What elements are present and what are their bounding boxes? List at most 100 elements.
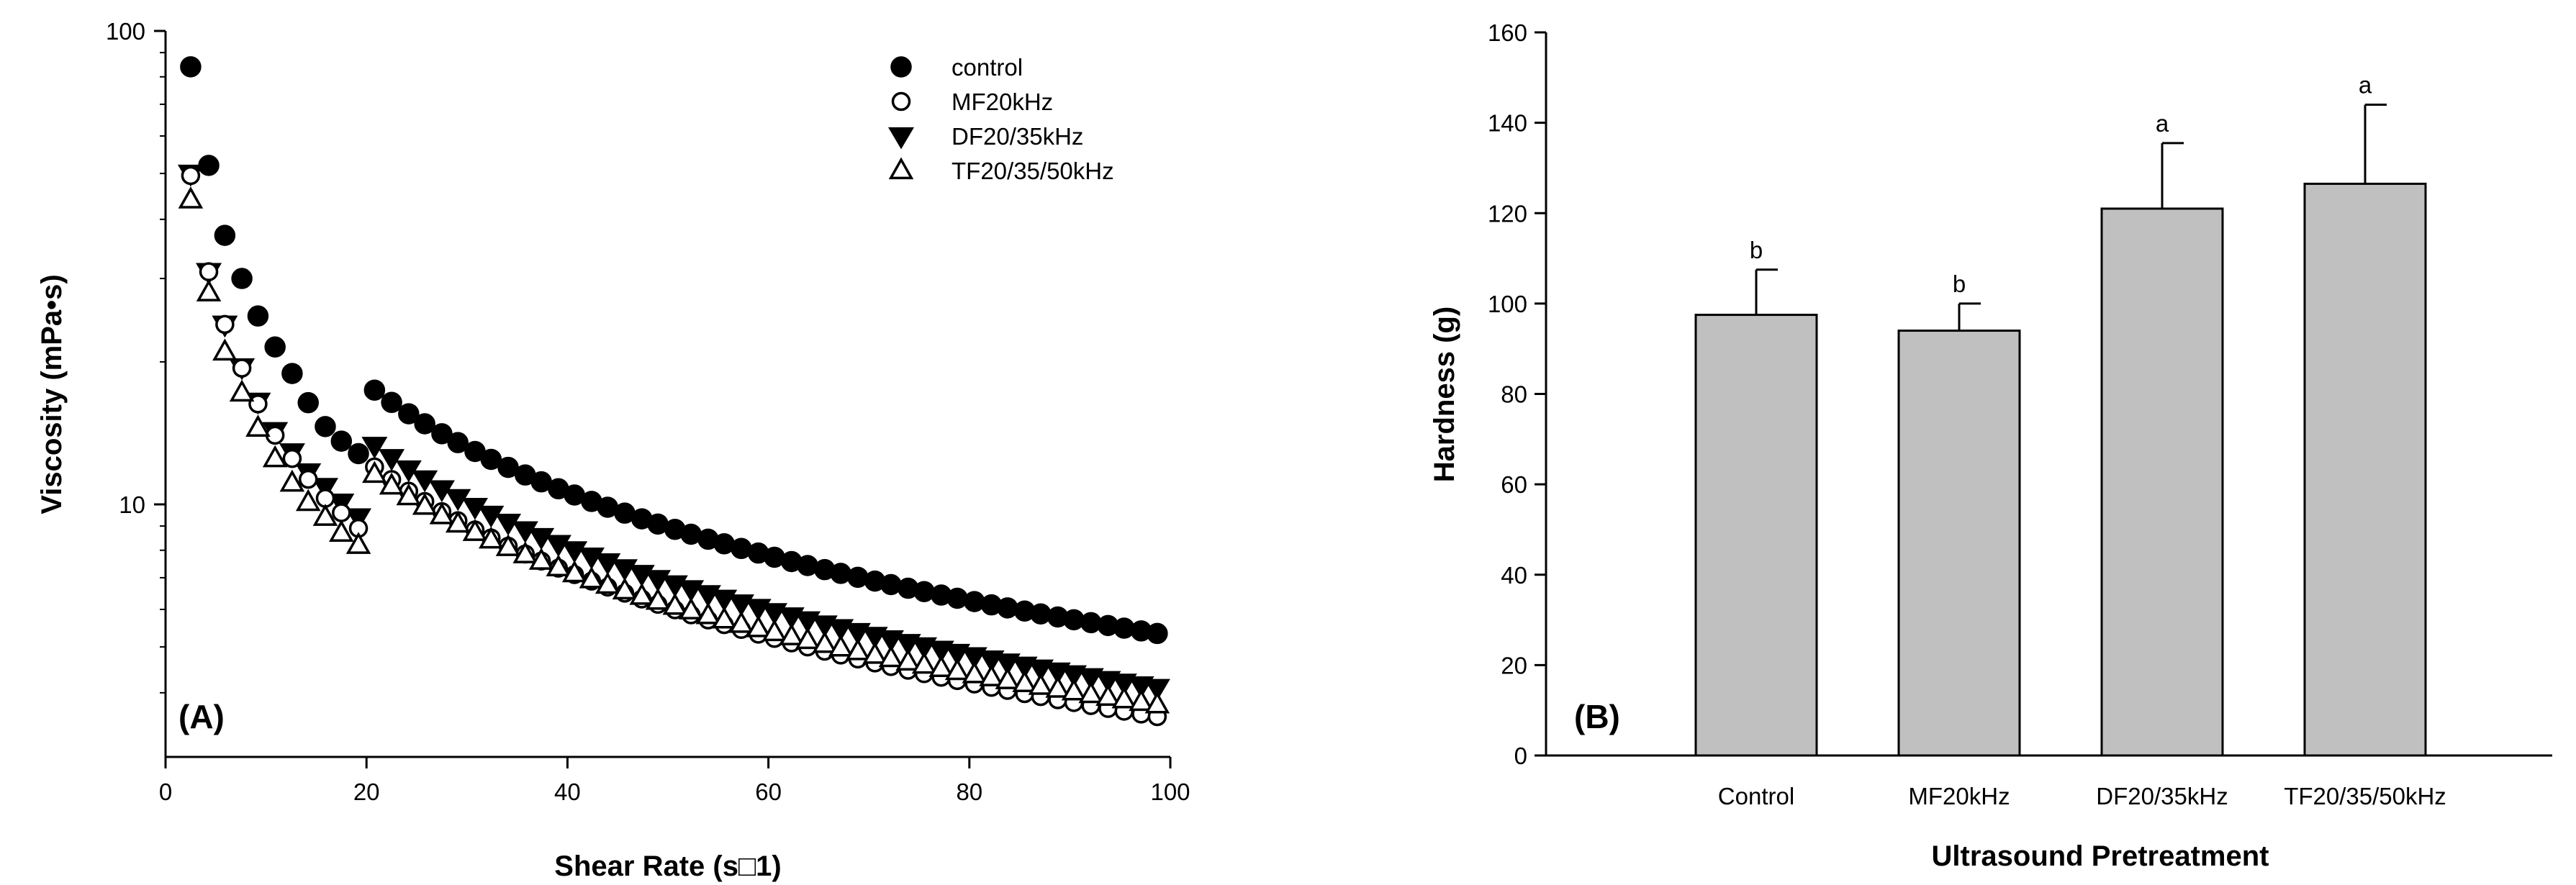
data-point — [396, 483, 422, 506]
data-point — [362, 460, 387, 484]
data-point — [1061, 678, 1087, 701]
data-point — [845, 637, 871, 661]
data-point — [248, 394, 268, 414]
significance-label: a — [2156, 110, 2169, 137]
data-point — [512, 541, 538, 563]
data-point — [363, 379, 386, 401]
data-point — [1063, 609, 1085, 631]
data-point — [247, 305, 269, 327]
data-point — [196, 279, 222, 301]
y-tick-label-b: 40 — [1501, 562, 1527, 589]
data-point — [979, 664, 1004, 686]
legend-label: control — [952, 54, 1023, 81]
data-point — [447, 432, 469, 453]
data-point — [262, 445, 288, 468]
bar — [2100, 207, 2224, 757]
data-point — [612, 577, 638, 600]
data-point — [379, 449, 405, 471]
data-point — [713, 533, 735, 555]
data-point — [298, 469, 318, 489]
significance-label: a — [2359, 72, 2372, 99]
y-tick-label-b: 140 — [1488, 110, 1527, 137]
x-axis-title-a: Shear Rate (s□1) — [554, 850, 781, 882]
data-point — [497, 456, 519, 478]
data-point — [830, 563, 851, 584]
data-point — [944, 643, 971, 666]
significance-label: b — [1953, 271, 1966, 297]
legend-label: TF20/35/50kHz — [952, 158, 1114, 184]
data-point — [1027, 659, 1054, 682]
data-point — [431, 423, 453, 445]
data-point — [546, 554, 571, 577]
data-point — [997, 597, 1018, 619]
data-point — [847, 566, 869, 589]
data-point — [181, 165, 201, 186]
data-point — [913, 581, 935, 602]
data-point — [478, 505, 505, 528]
y-axis-title-b: Hardness (g) — [1429, 307, 1460, 483]
series-TF20/35/50kHz — [178, 186, 1170, 714]
data-point — [1078, 681, 1104, 704]
x-axis-title-b: Ultrasound Pretreatment — [1932, 840, 2269, 872]
data-point — [595, 571, 620, 594]
significance-label: b — [1750, 237, 1763, 263]
data-point — [245, 414, 271, 437]
data-point — [797, 555, 818, 576]
series-control — [180, 56, 1168, 645]
x-tick-label-a: 0 — [159, 779, 172, 805]
data-point — [994, 653, 1021, 676]
data-point — [761, 619, 787, 642]
data-point — [1060, 665, 1087, 688]
data-point — [1129, 689, 1154, 712]
data-point — [348, 442, 369, 465]
data-point — [779, 623, 805, 645]
data-point — [414, 413, 435, 435]
data-point — [199, 262, 219, 281]
legend-label: DF20/35kHz — [952, 123, 1083, 150]
category-label: TF20/35/50kHz — [2284, 783, 2446, 809]
data-point — [398, 403, 420, 425]
data-point — [1028, 673, 1054, 695]
y-tick-label-b: 80 — [1501, 381, 1527, 408]
y-axis-title-a: Viscosity (mPa•s) — [36, 274, 68, 514]
category-label: DF20/35kHz — [2096, 783, 2228, 809]
data-point — [728, 610, 754, 633]
data-point — [1095, 684, 1121, 707]
data-point — [329, 519, 354, 542]
data-point — [731, 537, 752, 560]
legend-marker — [888, 157, 914, 180]
data-point — [212, 338, 238, 361]
data-point — [381, 391, 402, 414]
data-point — [828, 634, 854, 657]
data-point — [264, 336, 286, 358]
data-point — [1144, 678, 1170, 702]
data-point — [962, 661, 988, 684]
data-point — [946, 587, 968, 609]
data-point — [561, 541, 588, 563]
data-point — [495, 534, 521, 556]
category-label: MF20kHz — [1908, 783, 2010, 809]
viscosity-chart: 0 20 40 60 80 100 10 100 control MF20kHz DF20/35… — [36, 18, 1190, 882]
data-point — [895, 648, 921, 671]
data-point — [412, 492, 438, 515]
data-point — [764, 546, 785, 568]
panel-label-b: (B) — [1574, 698, 1620, 735]
legend-marker — [887, 127, 915, 150]
data-point — [232, 358, 252, 378]
y-tick-label-b: 100 — [1488, 291, 1527, 317]
data-point — [545, 535, 571, 558]
data-point — [662, 592, 688, 615]
y-tick-label-b: 120 — [1488, 200, 1527, 227]
bar — [1694, 314, 1818, 757]
data-point — [910, 637, 937, 660]
data-point — [462, 519, 488, 541]
data-point — [1144, 691, 1170, 714]
legend-label: MF20kHz — [952, 88, 1053, 115]
series-MF20kHz — [181, 165, 1167, 727]
data-point — [312, 478, 338, 500]
data-point — [345, 532, 371, 554]
data-point — [480, 448, 502, 471]
legend-marker — [890, 56, 912, 78]
data-point — [345, 508, 372, 531]
data-point — [215, 314, 235, 335]
